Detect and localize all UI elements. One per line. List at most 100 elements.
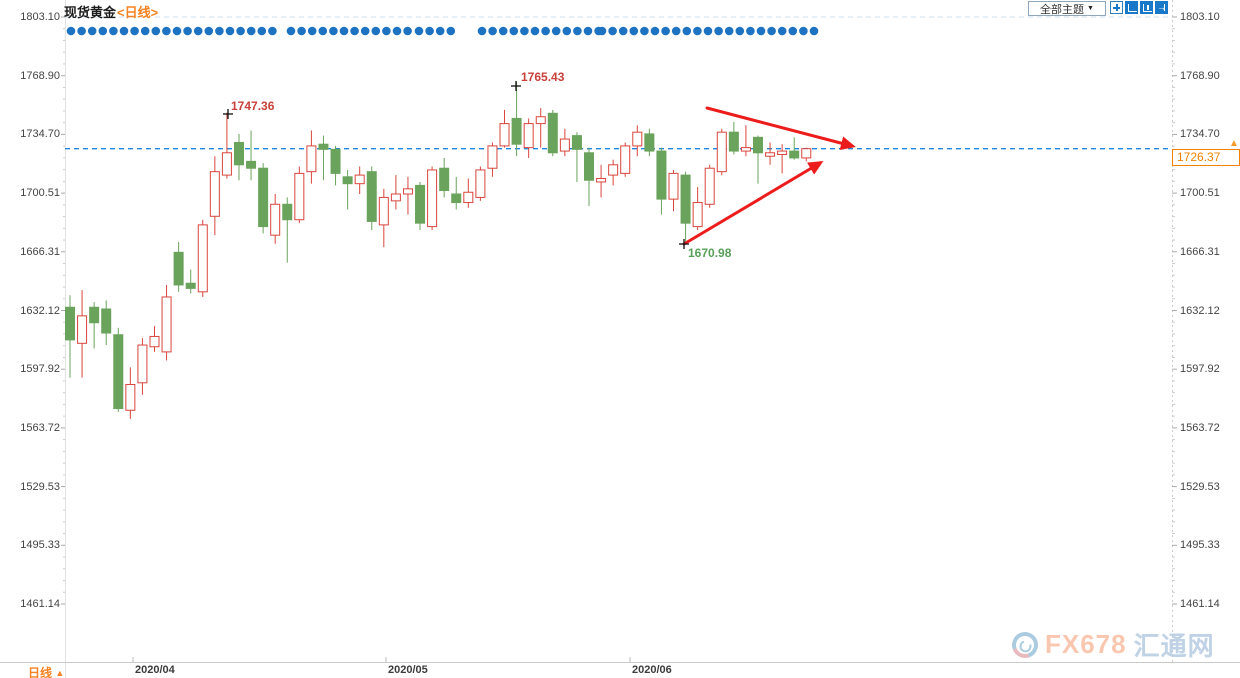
candle-body [415, 184, 426, 224]
candle-body [451, 193, 462, 204]
candle-body [330, 148, 341, 174]
price-label-right: 1734.70 [1180, 128, 1220, 140]
axis-zoom-icon[interactable] [1125, 1, 1138, 14]
volume-dot [682, 26, 692, 36]
volume-dot [724, 26, 734, 36]
volume-dot [573, 26, 582, 36]
candle-body [620, 145, 631, 174]
candle-body [113, 334, 124, 410]
candle-body [535, 116, 546, 125]
price-label-left: 1632.12 [20, 305, 60, 317]
candle-body [402, 188, 413, 195]
volume-dot [98, 26, 108, 36]
candle-body [342, 176, 353, 185]
volume-dot [799, 26, 808, 36]
volume-dot [140, 26, 150, 36]
candle-body [632, 131, 643, 147]
pan-right-icon[interactable]: → [1155, 1, 1168, 14]
price-label-left: 1461.14 [20, 598, 60, 610]
volume-dot [172, 26, 182, 36]
annotation-label: 1670.98 [688, 246, 732, 260]
price-label-left: 1768.90 [20, 70, 60, 82]
volume-dot [215, 26, 224, 36]
price-label-left: 1734.70 [20, 128, 60, 140]
volume-dot [541, 26, 550, 36]
volume-dot [339, 26, 349, 36]
volume-dot [640, 26, 649, 36]
current-price-badge: 1726.37 [1172, 149, 1240, 166]
candle-body [740, 147, 751, 152]
candle-body [233, 141, 244, 166]
volume-dot [551, 26, 561, 36]
candle-body [680, 174, 691, 224]
candle-body [571, 135, 582, 150]
volume-dot [767, 26, 776, 36]
volume-dot [204, 26, 214, 36]
candle-body [197, 224, 208, 293]
candle-body [270, 203, 281, 236]
candle-body [354, 174, 365, 185]
price-label-left: 1700.51 [20, 187, 60, 199]
price-label-right: 1666.31 [1180, 246, 1220, 258]
candle-body [752, 136, 763, 154]
candle-body [523, 123, 534, 149]
volume-dot [597, 26, 607, 36]
period-tab-daily[interactable]: 日线 ▲ [28, 664, 64, 678]
candle-body [559, 138, 570, 152]
candle-body [427, 169, 438, 228]
candle-body [125, 384, 136, 411]
watermark-brand: FX678 [1045, 629, 1127, 659]
volume-dot [318, 26, 328, 36]
candle-body [692, 202, 703, 228]
volume-dot [788, 26, 798, 36]
watermark-site: 汇通网 [1133, 631, 1215, 661]
candle-body [463, 191, 474, 204]
watermark: FX678 汇通网 [1007, 626, 1215, 663]
price-label-right: 1597.92 [1180, 363, 1220, 375]
theme-dropdown-label: 全部主题 [1040, 3, 1085, 16]
candle-body [765, 152, 776, 157]
volume-dot [392, 26, 402, 36]
bar-glyph [1147, 5, 1149, 10]
candle-body [65, 306, 75, 341]
candle-body [306, 145, 317, 173]
volume-dot [520, 26, 529, 36]
date-label: 2020/05 [388, 664, 428, 676]
price-label-right: 1700.51 [1180, 187, 1220, 199]
price-label-right: 1768.90 [1180, 70, 1220, 82]
theme-dropdown[interactable]: 全部主题 ▼ [1028, 1, 1106, 16]
candle-body [378, 196, 389, 226]
candle-body [668, 172, 679, 200]
candle-body [728, 131, 739, 152]
crosshair-icon[interactable] [1110, 1, 1123, 14]
axis-scale-icon[interactable] [1140, 1, 1153, 14]
volume-dot [608, 26, 617, 36]
price-label-right: 1529.53 [1180, 481, 1220, 493]
price-label-left: 1495.33 [20, 539, 60, 551]
volume-dot [446, 26, 456, 36]
candle-body [173, 251, 184, 286]
candle-body [221, 152, 232, 176]
period-tab-label: 日线 [28, 666, 53, 678]
candle-body [801, 148, 812, 159]
volume-dot [735, 26, 745, 36]
candle-body [716, 131, 727, 173]
volume-dot [371, 26, 381, 36]
annotation-label: 1765.43 [521, 70, 565, 84]
trend-arrow [682, 160, 824, 246]
volume-dot [509, 26, 519, 36]
candle-body [390, 193, 401, 202]
volume-dot [562, 26, 572, 36]
candle-body [318, 143, 329, 150]
volume-dot [530, 26, 540, 36]
candle-body [294, 172, 305, 221]
volume-dot [268, 26, 277, 36]
volume-dot [360, 26, 370, 36]
volume-dot [130, 26, 139, 36]
candle-body [487, 145, 498, 169]
volume-dot [350, 26, 359, 36]
volume-dot [246, 26, 256, 36]
volume-dot [583, 26, 593, 36]
volume-dot [618, 26, 628, 36]
candle-body [209, 171, 220, 217]
